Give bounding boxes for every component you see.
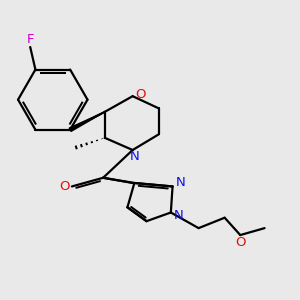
Text: O: O	[135, 88, 146, 101]
Text: O: O	[59, 180, 70, 193]
Text: F: F	[26, 33, 34, 46]
Text: N: N	[175, 176, 185, 190]
Text: N: N	[174, 209, 183, 223]
Text: O: O	[235, 236, 245, 248]
Text: N: N	[130, 150, 139, 163]
Polygon shape	[69, 112, 105, 131]
